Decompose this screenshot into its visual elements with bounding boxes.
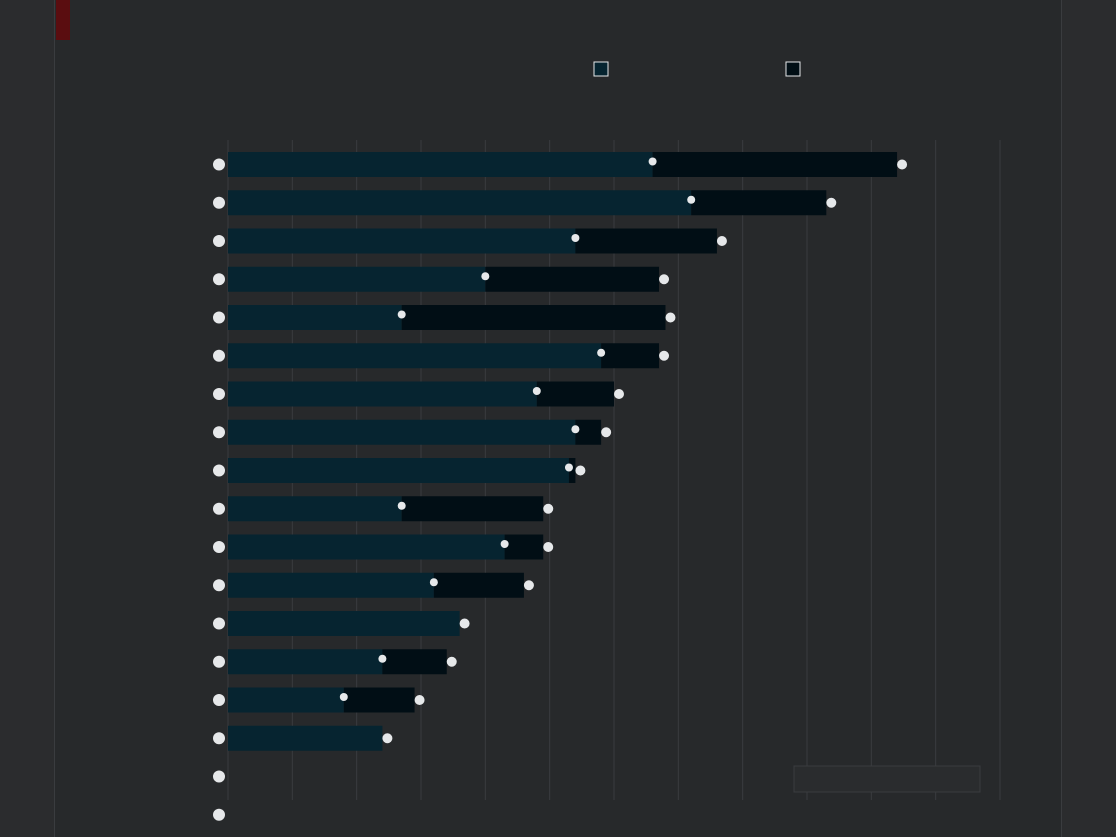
axis-marker	[213, 617, 225, 630]
segment-marker	[339, 693, 348, 701]
bars	[213, 152, 908, 821]
axis-marker	[213, 694, 225, 706]
bar-end-marker	[543, 503, 554, 514]
segment-marker	[571, 234, 580, 242]
axis-marker	[213, 770, 225, 783]
bar-series-2	[568, 458, 576, 483]
bar-series-2	[401, 305, 666, 330]
bar-end-marker	[459, 618, 470, 629]
bar-end-marker	[543, 542, 554, 552]
bar-series-1	[228, 343, 602, 369]
segment-marker	[648, 157, 657, 166]
bar-series-2	[575, 228, 717, 254]
bar-end-marker	[716, 236, 727, 246]
bar-series-2	[601, 343, 660, 369]
bar-series-2	[575, 419, 602, 445]
bar-series-1	[228, 572, 434, 598]
bar-series-1	[228, 419, 576, 445]
segment-marker	[481, 272, 490, 281]
axis-marker	[213, 388, 225, 400]
bar-series-1	[228, 687, 344, 713]
segment-marker	[397, 310, 406, 319]
axis-marker	[213, 502, 225, 515]
bar-series-1	[228, 305, 402, 330]
axis-marker	[213, 732, 225, 745]
bar-series-1	[228, 381, 537, 407]
legend-swatch-series-1	[593, 61, 609, 77]
segment-marker	[687, 195, 696, 204]
segment-marker	[564, 463, 573, 472]
legend-swatch-series-2	[785, 61, 801, 77]
axis-marker	[213, 464, 225, 477]
bar-series-1	[228, 725, 383, 751]
chart-legend	[593, 61, 801, 77]
bar-end-marker	[382, 733, 393, 744]
bar-series-1	[228, 152, 653, 177]
corner-tab	[56, 0, 70, 40]
segment-marker	[500, 540, 509, 548]
bar-end-marker	[446, 656, 457, 667]
bar-end-marker	[826, 197, 837, 208]
axis-marker	[213, 273, 225, 286]
bar-series-2	[691, 190, 827, 216]
axis-marker	[213, 158, 225, 171]
segment-marker	[571, 425, 580, 434]
bar-series-2	[401, 496, 544, 522]
segment-marker	[597, 348, 606, 357]
bar-series-2	[536, 381, 614, 407]
axis-marker	[213, 541, 225, 553]
segment-marker	[378, 654, 387, 663]
right-side-panel	[1062, 0, 1116, 837]
axis-marker	[213, 579, 225, 592]
bar-end-marker	[665, 312, 676, 323]
bar-series-1	[228, 534, 505, 560]
bar-series-1	[228, 458, 569, 483]
axis-marker	[213, 235, 225, 247]
bar-end-marker	[575, 465, 586, 476]
bar-end-marker	[601, 427, 612, 438]
bar-end-marker	[614, 389, 624, 399]
bar-series-2	[485, 266, 660, 292]
bar-series-1	[228, 228, 576, 254]
bar-series-1	[228, 611, 460, 636]
bar-series-1	[228, 496, 402, 522]
bar-series-2	[504, 534, 544, 560]
axis-marker	[213, 808, 225, 821]
bar-series-1	[228, 266, 486, 292]
bar-end-marker	[897, 159, 908, 170]
axis-marker	[213, 311, 225, 324]
source-note	[793, 765, 981, 793]
bar-series-2	[343, 687, 415, 713]
bar-end-marker	[659, 350, 670, 361]
bar-end-marker	[659, 274, 670, 285]
segment-marker	[429, 578, 438, 587]
bar-end-marker	[523, 580, 534, 591]
left-side-panel	[0, 0, 54, 837]
segment-marker	[397, 501, 406, 510]
axis-marker	[213, 655, 225, 668]
source-note-box	[793, 765, 981, 793]
bar-series-2	[433, 572, 524, 598]
axis-marker	[213, 196, 225, 209]
segment-marker	[532, 387, 541, 395]
axis-marker	[213, 426, 225, 439]
bar-series-2	[652, 152, 898, 177]
bar-series-1	[228, 649, 383, 675]
bar-series-1	[228, 190, 692, 216]
bar-end-marker	[414, 695, 425, 705]
bar-series-2	[382, 649, 447, 675]
axis-marker	[213, 349, 225, 362]
